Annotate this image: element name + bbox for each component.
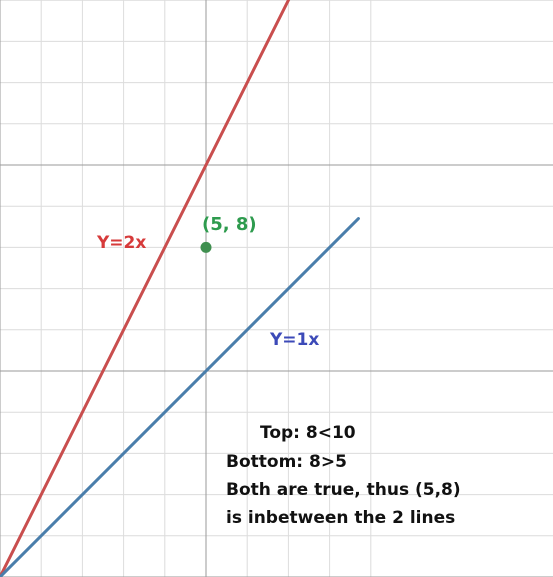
point-label: (5, 8)	[202, 214, 257, 235]
data-points	[200, 241, 212, 253]
series-line-y1x	[0, 217, 360, 577]
data-point-5-8	[200, 241, 212, 253]
series-line-y2x	[0, 0, 291, 577]
series-lines	[0, 0, 360, 577]
annotation-block: Top: 8<10 Bottom: 8>5 Both are true, thu…	[226, 423, 461, 528]
annotation-line-bottom: Bottom: 8>5	[226, 452, 347, 472]
series-label-y2x: Y=2x	[96, 233, 146, 253]
annotation-line-conclusion: is inbetween the 2 lines	[226, 508, 455, 528]
series-label-y1x: Y=1x	[269, 330, 319, 350]
annotation-line-top: Top: 8<10	[260, 423, 356, 443]
annotation-line-both: Both are true, thus (5,8)	[226, 480, 461, 500]
